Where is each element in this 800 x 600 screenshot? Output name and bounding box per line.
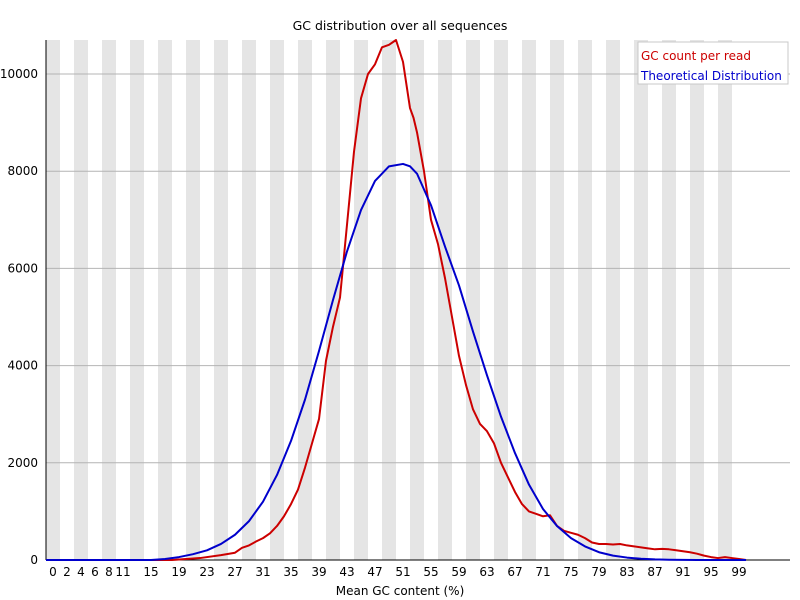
series-line-gc-count [46, 39, 747, 561]
x-tick-label: 59 [451, 565, 466, 579]
x-tick-label: 6 [91, 565, 99, 579]
y-tick-label: 0 [30, 553, 38, 567]
x-tick-label: 79 [591, 565, 606, 579]
y-tick-label: 8000 [7, 164, 38, 178]
x-tick-label: 39 [311, 565, 326, 579]
x-tick-label: 91 [675, 565, 690, 579]
x-tick-label: 67 [507, 565, 522, 579]
background-stripe [662, 40, 676, 560]
background-stripe [410, 40, 424, 560]
y-tick-label: 10000 [0, 67, 38, 81]
x-tick-label: 43 [339, 565, 354, 579]
background-stripe [270, 40, 284, 560]
y-tick-label: 4000 [7, 359, 38, 373]
x-tick-label: 23 [199, 565, 214, 579]
y-axis: 0 2000 4000 6000 8000 10000 [0, 40, 47, 567]
background-stripe [74, 40, 88, 560]
x-tick-label: 19 [171, 565, 186, 579]
x-tick-label: 35 [283, 565, 298, 579]
background-stripe [242, 40, 256, 560]
legend: GC count per read Theoretical Distributio… [637, 41, 789, 85]
background-stripe [158, 40, 172, 560]
background-stripe [354, 40, 368, 560]
x-tick-label: 83 [619, 565, 634, 579]
x-tick-label: 99 [731, 565, 746, 579]
legend-entry: GC count per read [641, 49, 751, 63]
background-stripe [382, 40, 396, 560]
series-layer [46, 39, 747, 561]
background-stripe [46, 40, 60, 560]
x-tick-label: 15 [143, 565, 158, 579]
background-stripe [102, 40, 116, 560]
background-stripe [634, 40, 648, 560]
background-stripe [130, 40, 144, 560]
y-tick-label: 2000 [7, 456, 38, 470]
chart-title: GC distribution over all sequences [293, 18, 508, 33]
background-stripe [606, 40, 620, 560]
background-stripe [466, 40, 480, 560]
background-stripe [494, 40, 508, 560]
background-stripes [46, 40, 732, 560]
background-stripe [186, 40, 200, 560]
legend-box [637, 41, 789, 85]
series-line-theoretical [46, 162, 746, 561]
x-tick-label: 0 [49, 565, 57, 579]
x-tick-label: 47 [367, 565, 382, 579]
background-stripe [214, 40, 228, 560]
background-stripe [438, 40, 452, 560]
x-tick-label: 4 [77, 565, 85, 579]
background-stripe [522, 40, 536, 560]
x-tick-label: 31 [255, 565, 270, 579]
x-tick-label: 51 [395, 565, 410, 579]
x-tick-label: 8 [105, 565, 113, 579]
y-tick-label: 6000 [7, 261, 38, 275]
x-tick-label: 63 [479, 565, 494, 579]
x-tick-label: 75 [563, 565, 578, 579]
x-tick-label: 11 [115, 565, 130, 579]
x-tick-label: 87 [647, 565, 662, 579]
background-stripe [718, 40, 732, 560]
x-axis: 0 2 4 6 8 11 15 19 23 27 31 35 39 43 47 51 55 59 63 67 71 75 7… [46, 559, 790, 579]
x-tick-label: 95 [703, 565, 718, 579]
background-stripe [690, 40, 704, 560]
background-stripe [550, 40, 564, 560]
x-axis-label: Mean GC content (%) [336, 584, 465, 598]
background-stripe [298, 40, 312, 560]
x-tick-label: 2 [63, 565, 71, 579]
legend-entry: Theoretical Distribution [640, 69, 782, 83]
background-stripe [578, 40, 592, 560]
x-tick-label: 27 [227, 565, 242, 579]
x-tick-label: 71 [535, 565, 550, 579]
x-tick-label: 55 [423, 565, 438, 579]
